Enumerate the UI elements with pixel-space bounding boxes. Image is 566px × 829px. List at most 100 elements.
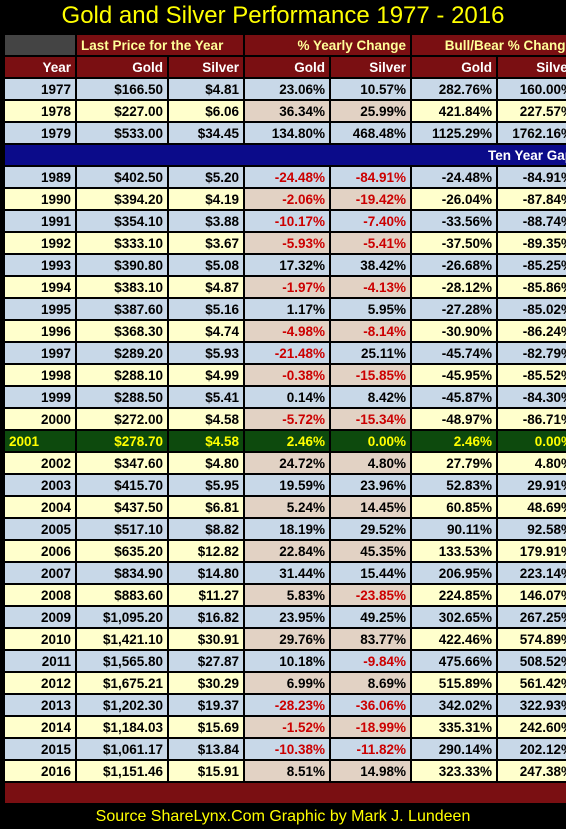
cell-gold-price: $1,061.17 xyxy=(77,739,167,759)
cell-silver-bullbear: -86.24% xyxy=(498,321,566,341)
cell-silver-price: $6.06 xyxy=(169,101,244,121)
cell-gold-price: $272.00 xyxy=(77,409,167,429)
cell-gold-bullbear: 421.84% xyxy=(412,101,497,121)
cell-year: 1997 xyxy=(5,343,75,363)
cell-gold-bullbear: -45.95% xyxy=(412,365,497,385)
cell-year: 2013 xyxy=(5,695,75,715)
group-header-bullbear: Bull/Bear % Change xyxy=(412,35,566,55)
cell-gold-change: 18.19% xyxy=(245,519,330,539)
cell-silver-bullbear: 247.38% xyxy=(498,761,566,781)
cell-silver-price: $34.45 xyxy=(169,123,244,143)
cell-silver-bullbear: 508.52% xyxy=(498,651,566,671)
cell-gold-price: $394.20 xyxy=(77,189,167,209)
cell-gold-change: -2.06% xyxy=(245,189,330,209)
cell-year: 2015 xyxy=(5,739,75,759)
cell-silver-change: 0.00% xyxy=(331,431,411,451)
cell-gold-bullbear: 290.14% xyxy=(412,739,497,759)
cell-year: 1990 xyxy=(5,189,75,209)
cell-silver-change: -11.82% xyxy=(331,739,411,759)
cell-gold-price: $834.90 xyxy=(77,563,167,583)
cell-silver-change: 14.98% xyxy=(331,761,411,781)
cell-silver-bullbear: -85.86% xyxy=(498,277,566,297)
cell-silver-bullbear: 160.00% xyxy=(498,79,566,99)
column-header-silver-bullbear: Silver xyxy=(498,57,566,77)
cell-gold-price: $1,151.46 xyxy=(77,761,167,781)
cell-gold-price: $883.60 xyxy=(77,585,167,605)
cell-silver-change: 45.35% xyxy=(331,541,411,561)
cell-gold-change: -21.48% xyxy=(245,343,330,363)
column-header-year: Year xyxy=(5,57,75,77)
cell-silver-change: 38.42% xyxy=(331,255,411,275)
cell-year: 2001 xyxy=(5,431,75,451)
cell-silver-bullbear: 561.42% xyxy=(498,673,566,693)
cell-silver-price: $4.74 xyxy=(169,321,244,341)
table-row: 1999$288.50$5.410.14%8.42%-45.87%-84.30% xyxy=(5,387,566,407)
column-header-gold-change: Gold xyxy=(245,57,330,77)
cell-year: 1992 xyxy=(5,233,75,253)
cell-gold-price: $517.10 xyxy=(77,519,167,539)
table-row: 2001$278.70$4.582.46%0.00%2.46%0.00% xyxy=(5,431,566,451)
cell-silver-change: 8.42% xyxy=(331,387,411,407)
cell-gold-change: -10.17% xyxy=(245,211,330,231)
cell-year: 2002 xyxy=(5,453,75,473)
cell-silver-change: 49.25% xyxy=(331,607,411,627)
cell-gold-bullbear: 335.31% xyxy=(412,717,497,737)
cell-gold-bullbear: -28.12% xyxy=(412,277,497,297)
cell-silver-price: $4.87 xyxy=(169,277,244,297)
table-row: 2004$437.50$6.815.24%14.45%60.85%48.69% xyxy=(5,497,566,517)
cell-silver-price: $16.82 xyxy=(169,607,244,627)
cell-silver-bullbear: 227.57% xyxy=(498,101,566,121)
cell-silver-price: $19.37 xyxy=(169,695,244,715)
cell-year: 2008 xyxy=(5,585,75,605)
cell-silver-price: $4.80 xyxy=(169,453,244,473)
cell-silver-change: -8.14% xyxy=(331,321,411,341)
cell-gold-bullbear: 302.65% xyxy=(412,607,497,627)
cell-year: 2009 xyxy=(5,607,75,627)
table-row: 1990 $394.20 $4.19 -2.06% -19.42% -26.04% -87.… xyxy=(5,189,566,209)
group-header-yearly: % Yearly Change xyxy=(245,35,411,55)
table-row: 1978 $227.00 $6.06 36.34% 25.99% 421.84% 227.5… xyxy=(5,101,566,121)
cell-silver-change: -15.34% xyxy=(331,409,411,429)
cell-gold-price: $278.70 xyxy=(77,431,167,451)
column-header-silver-change: Silver xyxy=(331,57,411,77)
cell-gold-bullbear: 282.76% xyxy=(412,79,497,99)
cell-gold-price: $390.80 xyxy=(77,255,167,275)
cell-silver-bullbear: -85.52% xyxy=(498,365,566,385)
cell-gold-bullbear: -48.97% xyxy=(412,409,497,429)
cell-silver-change: 23.96% xyxy=(331,475,411,495)
table-row: 1996 $368.30 $4.74 -4.98% -8.14% -30.90% -86.2… xyxy=(5,321,566,341)
table-row: 2011 $1,565.80 $27.87 10.18% -9.84% 475.66% 50… xyxy=(5,651,566,671)
cell-gold-change: 2.46% xyxy=(245,431,330,451)
cell-gold-change: 6.99% xyxy=(245,673,330,693)
cell-silver-price: $4.19 xyxy=(169,189,244,209)
cell-silver-change: 25.11% xyxy=(331,343,411,363)
cell-gold-change: 5.83% xyxy=(245,585,330,605)
cell-year: 1995 xyxy=(5,299,75,319)
cell-gold-change: -1.52% xyxy=(245,717,330,737)
cell-gold-price: $402.50 xyxy=(77,167,167,187)
cell-silver-price: $15.91 xyxy=(169,761,244,781)
cell-gold-bullbear: -27.28% xyxy=(412,299,497,319)
cell-silver-change: 14.45% xyxy=(331,497,411,517)
table-row: 2012 $1,675.21 $30.29 6.99% 8.69% 515.89% 561.… xyxy=(5,673,566,693)
cell-gold-bullbear: 90.11% xyxy=(412,519,497,539)
cell-year: 1989 xyxy=(5,167,75,187)
cell-silver-price: $5.93 xyxy=(169,343,244,363)
cell-silver-change: 5.95% xyxy=(331,299,411,319)
cell-silver-price: $15.69 xyxy=(169,717,244,737)
cell-gold-bullbear: 515.89% xyxy=(412,673,497,693)
cell-silver-change: -19.42% xyxy=(331,189,411,209)
cell-silver-bullbear: 146.07% xyxy=(498,585,566,605)
cell-silver-change: -9.84% xyxy=(331,651,411,671)
cell-year: 2011 xyxy=(5,651,75,671)
cell-gold-price: $533.00 xyxy=(77,123,167,143)
cell-gold-change: 134.80% xyxy=(245,123,330,143)
table-row: 1992 $333.10 $3.67 -5.93% -5.41% -37.50% -89.3… xyxy=(5,233,566,253)
cell-silver-bullbear: 267.25% xyxy=(498,607,566,627)
cell-gold-change: 29.76% xyxy=(245,629,330,649)
cell-silver-price: $3.67 xyxy=(169,233,244,253)
cell-gold-price: $1,202.30 xyxy=(77,695,167,715)
cell-silver-change: 468.48% xyxy=(331,123,411,143)
cell-gold-change: 22.84% xyxy=(245,541,330,561)
